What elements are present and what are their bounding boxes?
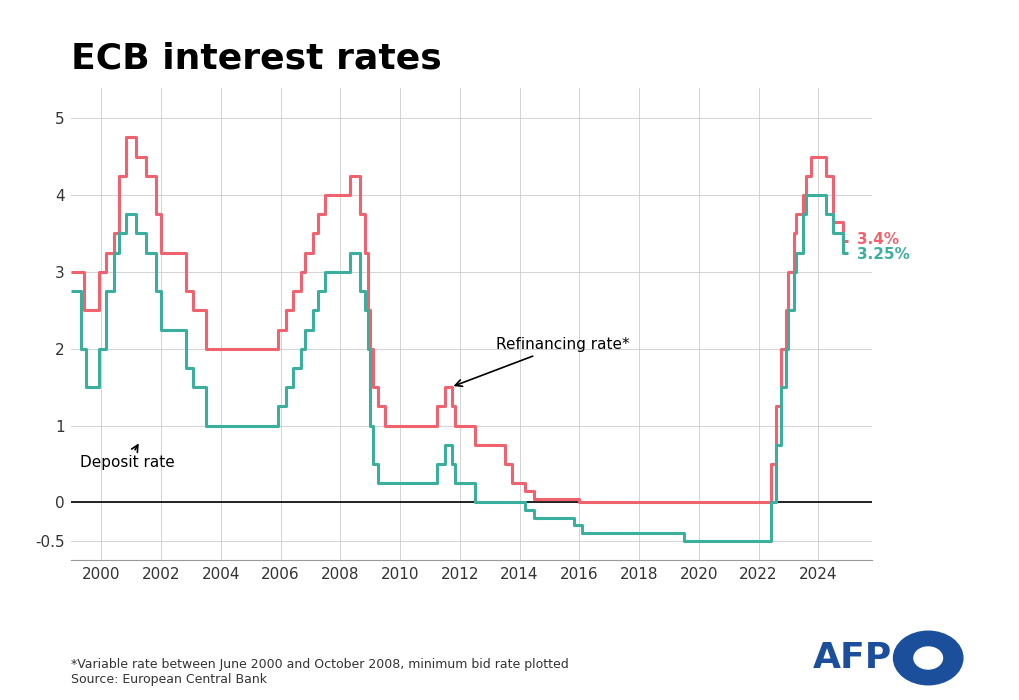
Text: *Variable rate between June 2000 and October 2008, minimum bid rate plotted
Sour: *Variable rate between June 2000 and Oct… <box>71 658 569 686</box>
Circle shape <box>913 647 942 669</box>
Text: AFP: AFP <box>812 641 892 675</box>
Text: 3.25%: 3.25% <box>856 248 909 262</box>
Text: 3.4%: 3.4% <box>856 232 899 247</box>
Text: ECB interest rates: ECB interest rates <box>71 41 441 75</box>
Circle shape <box>893 631 962 685</box>
Text: Deposit rate: Deposit rate <box>81 445 175 470</box>
Text: Refinancing rate*: Refinancing rate* <box>454 337 629 386</box>
